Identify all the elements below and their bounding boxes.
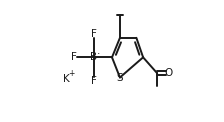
Text: F: F [71,52,77,62]
Text: B: B [90,52,97,62]
Text: +: + [68,69,75,78]
Text: K: K [63,74,70,84]
Text: S: S [117,73,123,83]
Text: ·: · [97,49,100,59]
Text: F: F [91,76,97,86]
Text: O: O [164,68,172,78]
Text: F: F [91,29,97,39]
